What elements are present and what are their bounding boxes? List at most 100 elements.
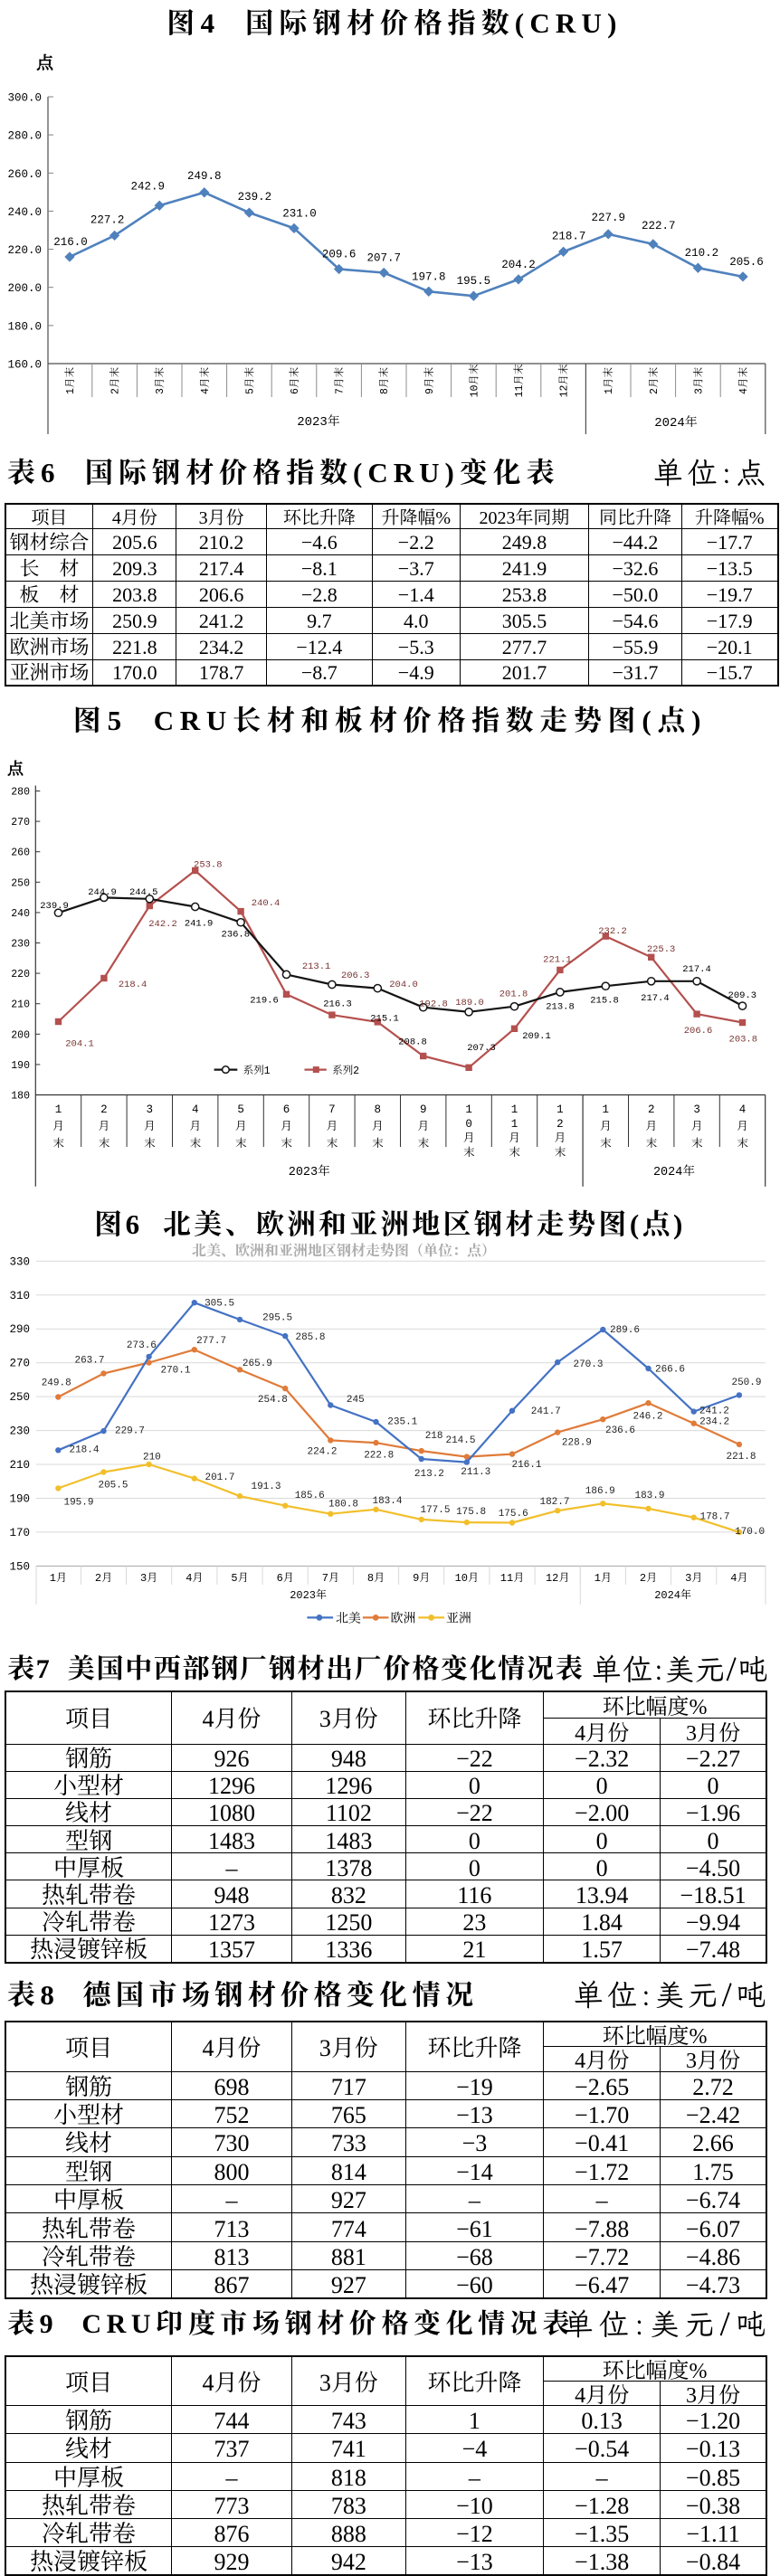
svg-text:180: 180 xyxy=(11,1091,30,1103)
svg-text:月: 月 xyxy=(235,1117,247,1133)
svg-text:末: 末 xyxy=(327,1134,338,1151)
svg-text:2024年: 2024年 xyxy=(654,1586,691,1602)
svg-text:11月末: 11月末 xyxy=(511,364,526,397)
svg-text:4月末: 4月末 xyxy=(197,367,212,394)
svg-text:1月: 1月 xyxy=(50,1569,67,1585)
svg-text:北美、欧洲和亚洲地区钢材走势图（单位：点）: 北美、欧洲和亚洲地区钢材走势图（单位：点） xyxy=(192,1239,496,1260)
svg-text:10月末: 10月末 xyxy=(466,364,480,397)
svg-text:6月: 6月 xyxy=(277,1569,294,1585)
svg-text:1: 1 xyxy=(556,1100,564,1116)
svg-text:219.6: 219.6 xyxy=(250,996,279,1007)
svg-text:242.2: 242.2 xyxy=(148,919,177,930)
svg-text:213.1: 213.1 xyxy=(302,961,331,972)
svg-text:270.3: 270.3 xyxy=(573,1359,603,1370)
svg-text:218.4: 218.4 xyxy=(119,980,147,990)
svg-text:209.3: 209.3 xyxy=(728,990,757,1001)
svg-text:12月: 12月 xyxy=(546,1569,569,1585)
svg-text:228.9: 228.9 xyxy=(562,1437,592,1448)
svg-text:2023年: 2023年 xyxy=(289,1160,330,1179)
svg-text:236.8: 236.8 xyxy=(222,930,251,941)
svg-text:207.3: 207.3 xyxy=(467,1043,496,1054)
svg-text:210: 210 xyxy=(11,999,30,1011)
svg-text:190: 190 xyxy=(11,1060,30,1072)
svg-text:4月: 4月 xyxy=(185,1569,203,1585)
svg-text:8月: 8月 xyxy=(367,1569,385,1585)
svg-text:末: 末 xyxy=(645,1134,657,1151)
svg-text:295.5: 295.5 xyxy=(262,1313,292,1324)
svg-text:227.9: 227.9 xyxy=(591,212,625,224)
svg-text:180.8: 180.8 xyxy=(328,1500,358,1511)
svg-text:204.0: 204.0 xyxy=(389,980,418,990)
svg-text:240.4: 240.4 xyxy=(252,898,281,909)
svg-text:1月末: 1月末 xyxy=(601,367,615,394)
svg-text:250.9: 250.9 xyxy=(731,1378,761,1388)
svg-text:182.7: 182.7 xyxy=(539,1497,569,1508)
svg-text:203.8: 203.8 xyxy=(729,1035,758,1046)
svg-text:170: 170 xyxy=(9,1527,30,1539)
svg-text:8月末: 8月末 xyxy=(376,367,391,394)
svg-text:7月: 7月 xyxy=(322,1569,339,1585)
svg-text:2月: 2月 xyxy=(640,1569,657,1585)
svg-text:210: 210 xyxy=(9,1459,30,1472)
svg-text:末: 末 xyxy=(463,1143,475,1160)
svg-text:9月末: 9月末 xyxy=(422,367,436,394)
svg-text:227.2: 227.2 xyxy=(90,213,125,226)
svg-text:189.0: 189.0 xyxy=(455,998,484,1009)
svg-text:2024年: 2024年 xyxy=(654,412,698,431)
svg-text:2: 2 xyxy=(556,1114,564,1131)
svg-text:北美: 北美 xyxy=(336,1608,361,1626)
svg-text:280.0: 280.0 xyxy=(7,130,42,143)
svg-text:217.4: 217.4 xyxy=(682,964,711,975)
svg-text:244.5: 244.5 xyxy=(129,887,158,898)
svg-text:170.0: 170.0 xyxy=(735,1527,765,1538)
svg-text:6月末: 6月末 xyxy=(287,367,301,394)
svg-text:2月末: 2月末 xyxy=(108,367,122,394)
svg-text:1: 1 xyxy=(603,1100,610,1116)
svg-text:205.6: 205.6 xyxy=(729,256,764,269)
svg-text:7: 7 xyxy=(328,1100,336,1116)
svg-text:254.8: 254.8 xyxy=(258,1395,288,1406)
svg-text:201.8: 201.8 xyxy=(499,990,528,1000)
svg-text:280: 280 xyxy=(11,787,30,799)
svg-text:末: 末 xyxy=(144,1134,156,1151)
svg-text:213.8: 213.8 xyxy=(546,1002,575,1013)
svg-text:250: 250 xyxy=(9,1391,30,1404)
svg-text:270: 270 xyxy=(9,1358,30,1370)
svg-text:末: 末 xyxy=(189,1134,201,1151)
svg-text:216.3: 216.3 xyxy=(323,999,352,1010)
svg-text:253.8: 253.8 xyxy=(194,860,223,871)
svg-text:218.4: 218.4 xyxy=(69,1445,99,1456)
svg-text:273.6: 273.6 xyxy=(127,1340,157,1351)
svg-text:月: 月 xyxy=(52,1117,64,1133)
svg-text:200.0: 200.0 xyxy=(7,282,42,295)
svg-text:246.2: 246.2 xyxy=(633,1412,662,1423)
svg-text:230: 230 xyxy=(11,939,30,951)
svg-text:183.9: 183.9 xyxy=(634,1491,664,1501)
svg-text:末: 末 xyxy=(555,1143,566,1160)
svg-text:190: 190 xyxy=(9,1493,30,1506)
svg-text:266.6: 266.6 xyxy=(655,1365,685,1376)
svg-text:240: 240 xyxy=(11,908,30,920)
svg-text:310: 310 xyxy=(9,1290,30,1302)
svg-text:3月: 3月 xyxy=(685,1569,702,1585)
svg-text:2023年: 2023年 xyxy=(297,412,340,430)
svg-text:330: 330 xyxy=(9,1255,30,1268)
svg-text:218.7: 218.7 xyxy=(552,230,586,242)
svg-text:191.3: 191.3 xyxy=(251,1482,281,1492)
svg-text:3月末: 3月末 xyxy=(690,367,705,394)
svg-text:265.9: 265.9 xyxy=(243,1359,272,1369)
svg-text:欧洲: 欧洲 xyxy=(391,1608,416,1626)
svg-text:218: 218 xyxy=(425,1431,443,1442)
svg-text:300.0: 300.0 xyxy=(7,92,42,105)
svg-text:263.7: 263.7 xyxy=(74,1355,104,1366)
svg-text:11月: 11月 xyxy=(500,1569,524,1585)
svg-text:末: 末 xyxy=(509,1143,520,1160)
svg-text:2月: 2月 xyxy=(95,1569,112,1585)
svg-text:229.7: 229.7 xyxy=(115,1426,145,1437)
svg-text:亚洲: 亚洲 xyxy=(446,1608,471,1626)
svg-text:186.9: 186.9 xyxy=(585,1486,615,1497)
svg-text:213.2: 213.2 xyxy=(414,1469,444,1480)
svg-text:244.9: 244.9 xyxy=(88,887,117,898)
svg-text:235.1: 235.1 xyxy=(387,1417,417,1428)
svg-text:222.8: 222.8 xyxy=(364,1451,394,1462)
